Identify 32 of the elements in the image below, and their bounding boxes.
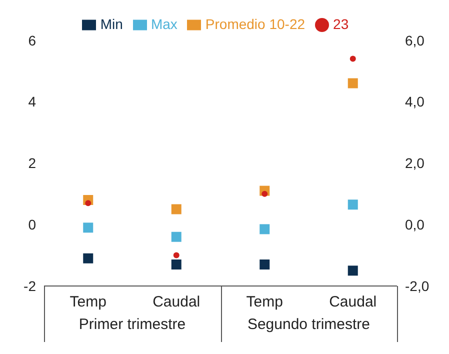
- y-tick-label: 0: [28, 216, 36, 233]
- point: [260, 224, 270, 234]
- y2-tick-label: 6,0: [405, 32, 425, 48]
- y-tick-label: -2: [24, 278, 36, 294]
- text: Primer trimestre: [78, 316, 187, 333]
- point: [348, 78, 358, 88]
- y2-tick-label: 0,0: [405, 216, 425, 233]
- y-tick-label: 4: [28, 94, 36, 110]
- point: [348, 200, 358, 210]
- point: [260, 260, 270, 270]
- y2-tick-label: 4,0: [405, 94, 425, 110]
- point: [173, 252, 180, 258]
- x-tick-label: Caudal: [152, 294, 200, 311]
- point: [171, 232, 182, 242]
- legend-label: Max: [150, 16, 178, 32]
- x-tick-label: Caudal: [329, 294, 377, 311]
- point: [348, 266, 358, 276]
- y-tick-label: 2: [28, 155, 36, 172]
- point: [171, 204, 182, 214]
- legend-label: Promedio 10-22: [205, 16, 306, 32]
- legend-label: Min: [100, 16, 123, 32]
- point: [171, 260, 182, 270]
- point: [350, 56, 356, 62]
- text: Segundo trimestre: [246, 316, 372, 333]
- legend-label: 23: [333, 16, 349, 32]
- y2-tick-label: -2,0: [405, 278, 430, 294]
- x-tick-label: Temp: [246, 294, 283, 311]
- x-tick-label: Temp: [70, 294, 106, 311]
- point: [83, 253, 94, 264]
- y-tick-label: 6: [28, 32, 36, 48]
- point: [83, 222, 94, 233]
- y2-tick-label: 2,0: [405, 155, 425, 172]
